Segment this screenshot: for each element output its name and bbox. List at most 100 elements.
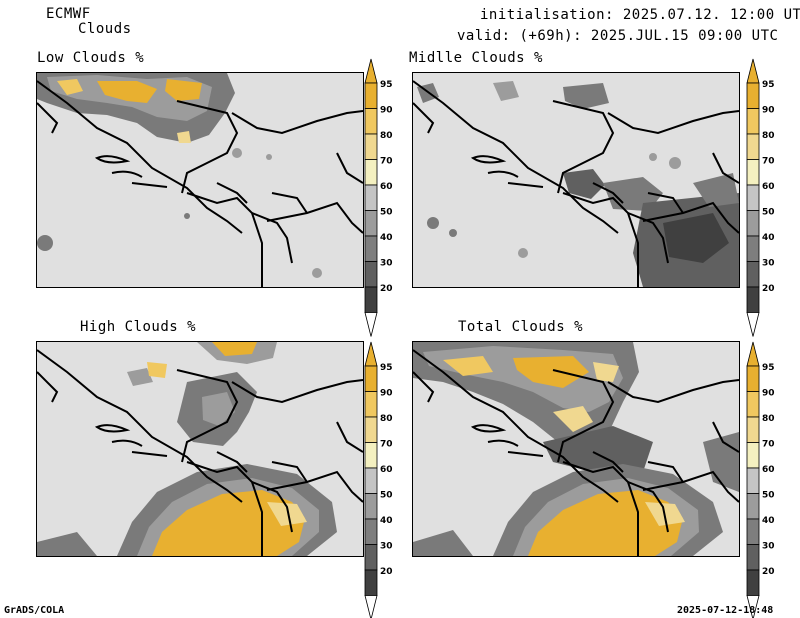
colorbar-level-label: 80 bbox=[380, 414, 393, 424]
colorbar-segment bbox=[364, 210, 378, 237]
coastlines-borders bbox=[413, 80, 739, 287]
map-panel-middle-clouds bbox=[412, 72, 740, 288]
colorbar-level-label: 80 bbox=[762, 131, 775, 141]
coastlines-borders bbox=[413, 349, 739, 556]
colorbar-1: 95 90 80 70 60 50 40 30 20 bbox=[358, 57, 398, 337]
colorbar-level-label: 20 bbox=[762, 567, 775, 577]
colorbar-segment bbox=[364, 261, 378, 288]
colorbar-segment bbox=[364, 82, 378, 109]
product-label: Clouds bbox=[78, 21, 132, 37]
colorbar-over-arrow bbox=[364, 341, 378, 367]
colorbar-level-label: 70 bbox=[380, 440, 393, 450]
colorbar-level-label: 30 bbox=[762, 542, 775, 552]
colorbar-under-arrow bbox=[364, 595, 378, 618]
colorbar-level-label: 70 bbox=[762, 440, 775, 450]
colorbar-level-label: 95 bbox=[380, 80, 393, 90]
colorbar-segment bbox=[746, 184, 760, 211]
colorbar-level-label: 60 bbox=[380, 182, 393, 192]
colorbar-level-label: 50 bbox=[380, 208, 393, 218]
total-clouds-map bbox=[413, 342, 739, 556]
panel-title-total: Total Clouds % bbox=[458, 319, 584, 335]
colorbar-4: 95 90 80 70 60 50 40 30 20 bbox=[740, 340, 780, 618]
colorbar-level-label: 20 bbox=[380, 567, 393, 577]
colorbar-segment bbox=[364, 518, 378, 545]
colorbar-segment bbox=[364, 133, 378, 160]
colorbar-level-label: 40 bbox=[762, 516, 775, 526]
colorbar-level-label: 95 bbox=[380, 363, 393, 373]
colorbar-under-arrow bbox=[746, 595, 760, 618]
colorbar-over-arrow bbox=[746, 341, 760, 367]
colorbar-3: 95 90 80 70 60 50 40 30 20 bbox=[358, 340, 398, 618]
colorbar-segment bbox=[746, 416, 760, 443]
colorbar-level-label: 60 bbox=[380, 465, 393, 475]
colorbar-segment bbox=[364, 391, 378, 418]
colorbar-segment bbox=[746, 108, 760, 135]
coastlines-borders bbox=[37, 349, 363, 556]
high-clouds-map bbox=[37, 342, 363, 556]
map-panel-total-clouds bbox=[412, 341, 740, 557]
cloud-field bbox=[413, 342, 739, 556]
panel-title-low: Low Clouds % bbox=[37, 50, 145, 66]
panel-title-middle: Midlle Clouds % bbox=[409, 50, 543, 66]
colorbar-segment bbox=[746, 82, 760, 109]
colorbar-segment bbox=[364, 442, 378, 469]
colorbar-segment bbox=[746, 442, 760, 469]
colorbar-segment bbox=[746, 235, 760, 262]
colorbar-segment bbox=[364, 184, 378, 211]
colorbar-segment bbox=[746, 467, 760, 494]
colorbar-segment bbox=[746, 133, 760, 160]
colorbar-over-arrow bbox=[746, 58, 760, 84]
low-clouds-map bbox=[37, 73, 363, 287]
colorbar-level-label: 30 bbox=[380, 542, 393, 552]
colorbar-level-label: 50 bbox=[762, 491, 775, 501]
colorbar-segment bbox=[746, 493, 760, 520]
colorbar-segment bbox=[364, 286, 378, 313]
colorbar-level-label: 90 bbox=[762, 106, 775, 116]
colorbar-level-label: 40 bbox=[380, 233, 393, 243]
colorbar-over-arrow bbox=[364, 58, 378, 84]
cloud-field bbox=[417, 81, 739, 287]
map-panel-high-clouds bbox=[36, 341, 364, 557]
colorbar-under-arrow bbox=[364, 312, 378, 337]
valid-time: valid: (+69h): 2025.JUL.15 09:00 UTC bbox=[457, 28, 779, 44]
colorbar-level-label: 90 bbox=[380, 389, 393, 399]
colorbar-level-label: 80 bbox=[762, 414, 775, 424]
cloud-field bbox=[37, 342, 337, 556]
map-panel-low-clouds bbox=[36, 72, 364, 288]
colorbar-level-label: 90 bbox=[380, 106, 393, 116]
footer-timestamp: 2025-07-12-18:48 bbox=[677, 605, 774, 616]
init-time: initialisation: 2025.07.12. 12:00 UTC bbox=[480, 7, 800, 23]
colorbar-level-label: 95 bbox=[762, 363, 775, 373]
colorbar-segment bbox=[364, 569, 378, 596]
colorbar-segment bbox=[364, 544, 378, 571]
colorbar-segment bbox=[746, 159, 760, 186]
colorbar-level-label: 40 bbox=[762, 233, 775, 243]
colorbar-level-label: 30 bbox=[380, 259, 393, 269]
colorbar-level-label: 70 bbox=[380, 157, 393, 167]
colorbar-segment bbox=[364, 108, 378, 135]
cloud-field bbox=[37, 73, 322, 278]
colorbar-level-label: 50 bbox=[380, 491, 393, 501]
colorbar-level-label: 60 bbox=[762, 465, 775, 475]
coastlines-borders bbox=[37, 80, 363, 287]
colorbar-level-label: 70 bbox=[762, 157, 775, 167]
colorbar-level-label: 95 bbox=[762, 80, 775, 90]
colorbar-level-label: 40 bbox=[380, 516, 393, 526]
colorbar-segment bbox=[364, 159, 378, 186]
colorbar-segment bbox=[364, 467, 378, 494]
colorbar-segment bbox=[364, 416, 378, 443]
footer-software: GrADS/COLA bbox=[4, 605, 65, 616]
colorbar-segment bbox=[746, 391, 760, 418]
colorbar-level-label: 30 bbox=[762, 259, 775, 269]
colorbar-segment bbox=[746, 569, 760, 596]
colorbar-segment bbox=[364, 235, 378, 262]
colorbar-under-arrow bbox=[746, 312, 760, 337]
colorbar-2: 95 90 80 70 60 50 40 30 20 bbox=[740, 57, 780, 337]
colorbar-level-label: 20 bbox=[380, 284, 393, 294]
colorbar-level-label: 60 bbox=[762, 182, 775, 192]
colorbar-level-label: 20 bbox=[762, 284, 775, 294]
colorbar-segment bbox=[364, 493, 378, 520]
colorbar-segment bbox=[746, 518, 760, 545]
colorbar-segment bbox=[746, 544, 760, 571]
colorbar-level-label: 80 bbox=[380, 131, 393, 141]
